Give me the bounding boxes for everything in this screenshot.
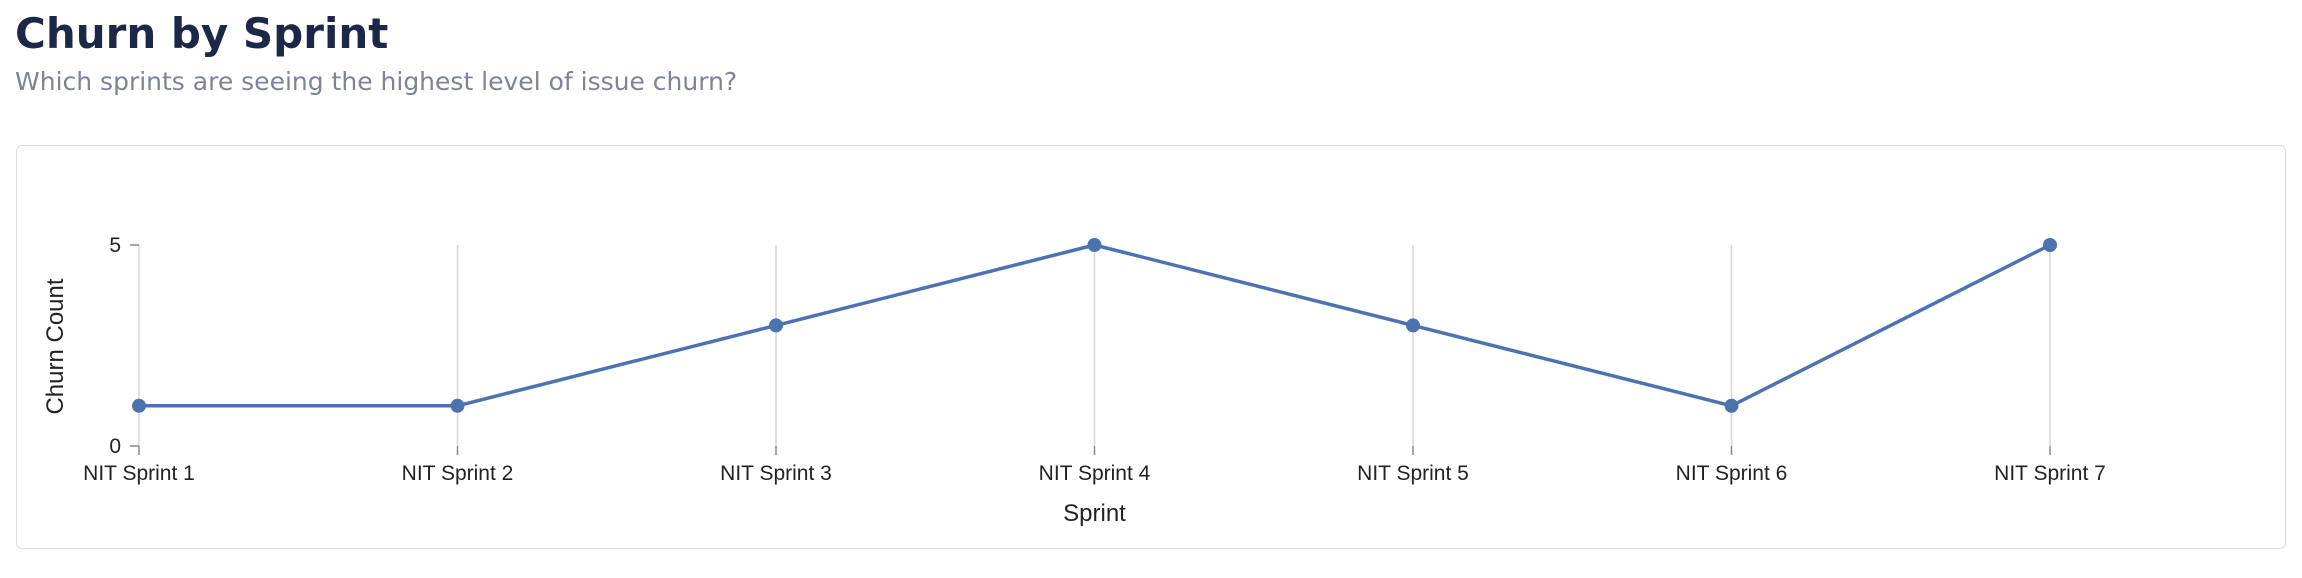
y-tick-label: 5	[109, 234, 121, 257]
y-tick-label: 0	[109, 435, 121, 458]
axes: 0 5 NIT Sprint 1 NIT Sprint 2 NIT Sprint 3 NI…	[83, 234, 2106, 485]
page-title: Churn by Sprint	[15, 9, 389, 58]
x-tick-label: NIT Sprint 5	[1357, 462, 1469, 485]
churn-line-chart: 0 5 NIT Sprint 1 NIT Sprint 2 NIT Sprint 3 NI…	[42, 234, 2106, 527]
data-point	[1724, 398, 1739, 413]
x-tick-label: NIT Sprint 1	[83, 462, 195, 485]
data-point	[132, 398, 146, 413]
x-tick-label: NIT Sprint 6	[1676, 462, 1788, 485]
data-point	[2043, 238, 2057, 252]
gridlines	[138, 245, 2051, 446]
x-axis-title: Sprint	[1063, 500, 1126, 527]
y-axis-title: Churn Count	[42, 278, 69, 414]
x-tick-label: NIT Sprint 4	[1039, 462, 1151, 485]
series	[132, 238, 2057, 413]
data-point	[1406, 318, 1420, 333]
data-point	[450, 398, 465, 413]
chart-card: 0 5 NIT Sprint 1 NIT Sprint 2 NIT Sprint 3 NI…	[16, 145, 2286, 549]
x-tick-label: NIT Sprint 3	[720, 462, 832, 485]
page-subtitle: Which sprints are seeing the highest lev…	[15, 67, 738, 96]
x-tick-label: NIT Sprint 7	[1994, 462, 2106, 485]
data-point	[769, 318, 783, 333]
data-point	[1087, 238, 1102, 252]
x-tick-label: NIT Sprint 2	[402, 462, 514, 485]
